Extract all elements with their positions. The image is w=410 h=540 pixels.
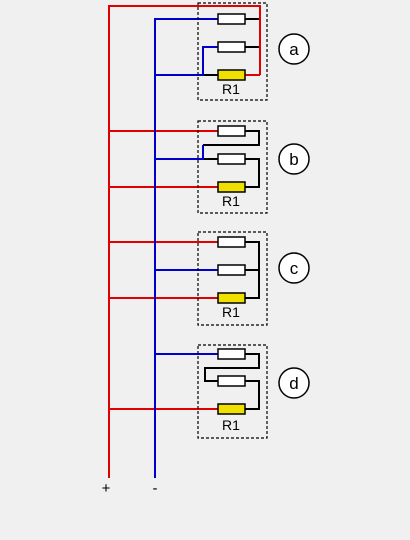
circuit-d-resistor-1 xyxy=(217,348,246,360)
circuit-b-resistor-1 xyxy=(217,125,246,137)
negative-terminal-label: - xyxy=(153,480,158,497)
circuit-b-r1-label: R1 xyxy=(222,193,240,209)
circuit-d-resistor-r1 xyxy=(217,403,246,415)
circuit-b-box xyxy=(197,120,268,214)
circuit-b-label: b xyxy=(289,150,298,169)
circuit-c-r1-label: R1 xyxy=(222,304,240,320)
circuit-d-label-circle xyxy=(278,367,310,399)
circuit-c-resistor-1 xyxy=(217,236,246,248)
circuit-c-label: c xyxy=(290,259,299,278)
circuit-b-label-circle xyxy=(278,143,310,175)
circuit-b-resistor-r1 xyxy=(217,181,246,193)
circuit-d-box xyxy=(197,344,268,439)
circuit-d-right-loop xyxy=(245,380,260,410)
circuit-c-label-circle xyxy=(278,252,310,284)
circuit-a-label: a xyxy=(289,40,299,59)
resistors xyxy=(217,13,246,415)
circuit-c-resistor-2 xyxy=(217,264,246,276)
positive-wires xyxy=(108,5,261,478)
positive-terminal-label: + xyxy=(102,480,111,497)
circuit-b-negative-wire xyxy=(155,145,204,160)
circuit-b-top-loop xyxy=(203,130,260,146)
circuit-a-negative-wire xyxy=(155,46,218,76)
circuit-b-resistor-2 xyxy=(217,153,246,165)
negative-rail xyxy=(154,18,218,478)
circuit-d-series-loop xyxy=(204,353,260,382)
circuit-d-r1-label: R1 xyxy=(222,417,240,433)
circuit-a-r1-label: R1 xyxy=(222,81,240,97)
circuit-c-resistor-r1 xyxy=(217,292,246,304)
negative-wires xyxy=(154,18,218,478)
circuit-b-right-loop xyxy=(245,158,260,188)
circuit-c-box xyxy=(197,231,268,326)
circuit-a-box xyxy=(197,2,268,101)
circuit-d-resistor-2 xyxy=(217,375,246,387)
circuit-a-resistor-r1 xyxy=(217,69,246,81)
circuit-a-resistor-2 xyxy=(217,41,246,53)
circuit-d-label: d xyxy=(289,374,298,393)
circuit-a-resistor-1 xyxy=(217,13,246,25)
circuit-a-label-circle xyxy=(278,33,310,65)
black-wires xyxy=(203,18,260,410)
